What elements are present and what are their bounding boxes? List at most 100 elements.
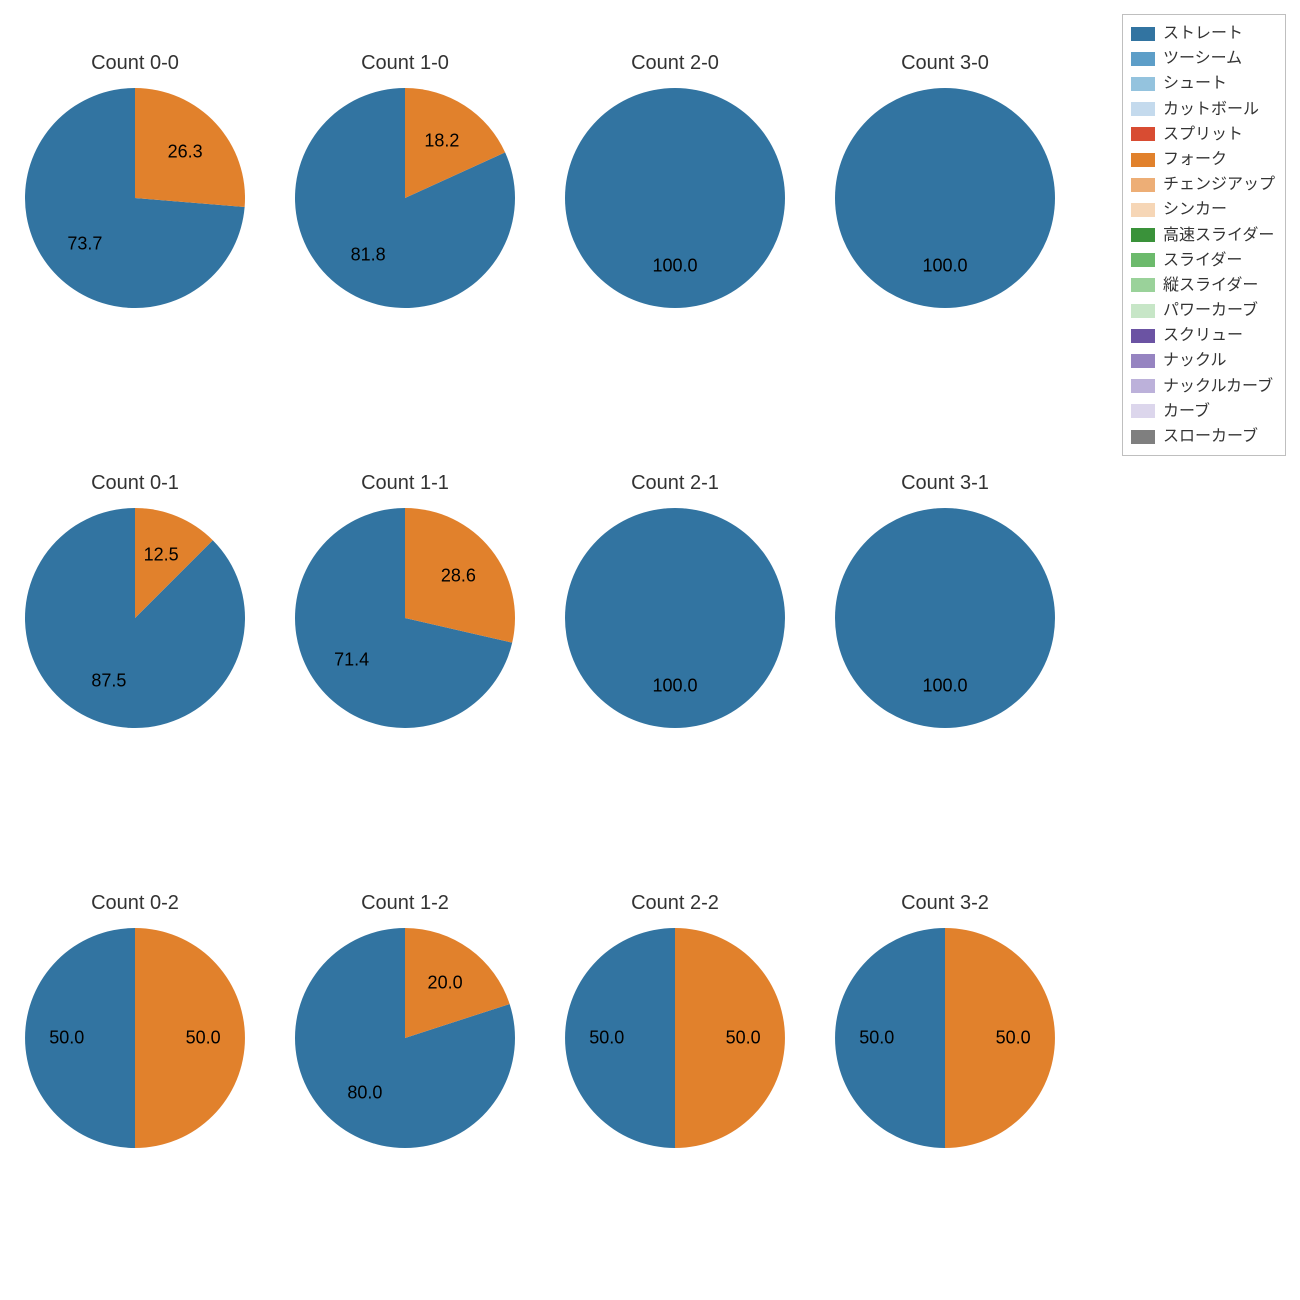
legend-item: カーブ (1131, 399, 1275, 424)
legend-item: フォーク (1131, 147, 1275, 172)
legend-swatch (1131, 102, 1155, 116)
pie-wrap: 73.7 26.3 (25, 88, 245, 308)
legend-label: ナックル (1163, 349, 1227, 372)
legend-swatch (1131, 404, 1155, 418)
legend-swatch (1131, 379, 1155, 393)
legend-swatch (1131, 178, 1155, 192)
legend-label: シュート (1163, 72, 1227, 95)
pie-pct-label: 71.4 (334, 650, 369, 671)
pie-chart: Count 1-0 81.8 18.2 (270, 0, 540, 420)
legend-item: パワーカーブ (1131, 298, 1275, 323)
legend-item: ツーシーム (1131, 46, 1275, 71)
pie-svg (295, 508, 515, 728)
pie-wrap: 100.0 (835, 508, 1055, 728)
pie-chart: Count 0-1 87.512.5 (0, 420, 270, 840)
pie-pct-label: 50.0 (589, 1028, 624, 1049)
legend-label: シンカー (1163, 198, 1227, 221)
legend-item: 高速スライダー (1131, 223, 1275, 248)
pie-wrap: 100.0 (565, 508, 785, 728)
pie-wrap: 50.0 50.0 (565, 928, 785, 1148)
pie-chart: Count 1-1 71.4 28.6 (270, 420, 540, 840)
legend-item: スローカーブ (1131, 424, 1275, 449)
legend-swatch (1131, 127, 1155, 141)
pie-chart: Count 3-1 100.0 (810, 420, 1080, 840)
chart-title: Count 0-0 (0, 52, 270, 75)
legend-swatch (1131, 354, 1155, 368)
legend-label: スローカーブ (1163, 425, 1258, 448)
legend-item: ストレート (1131, 21, 1275, 46)
chart-title: Count 3-2 (810, 892, 1080, 915)
pie-pct-label: 50.0 (726, 1028, 761, 1049)
pie-chart: Count 3-0 100.0 (810, 0, 1080, 420)
legend-item: シュート (1131, 71, 1275, 96)
legend-swatch (1131, 278, 1155, 292)
pie-wrap: 100.0 (835, 88, 1055, 308)
legend-item: チェンジアップ (1131, 172, 1275, 197)
legend-label: フォーク (1163, 148, 1227, 171)
pie-chart: Count 3-2 50.0 50.0 (810, 840, 1080, 1260)
legend-label: スクリュー (1163, 324, 1243, 347)
pie-svg (25, 508, 245, 728)
pie-pct-label: 50.0 (996, 1028, 1031, 1049)
legend-swatch (1131, 304, 1155, 318)
legend-swatch (1131, 203, 1155, 217)
chart-title: Count 3-1 (810, 472, 1080, 495)
pie-chart: Count 1-2 80.0 20.0 (270, 840, 540, 1260)
pie-pct-label: 100.0 (652, 256, 697, 277)
legend-swatch (1131, 27, 1155, 41)
legend-item: スライダー (1131, 248, 1275, 273)
pie-pct-label: 50.0 (859, 1028, 894, 1049)
chart-title: Count 1-0 (270, 52, 540, 75)
legend-label: カットボール (1163, 98, 1259, 121)
pie-pct-label: 50.0 (186, 1028, 221, 1049)
legend-item: スプリット (1131, 122, 1275, 147)
chart-title: Count 0-1 (0, 472, 270, 495)
legend-item: シンカー (1131, 197, 1275, 222)
legend-label: 高速スライダー (1163, 224, 1274, 247)
pie-pct-label: 20.0 (428, 972, 463, 993)
chart-title: Count 2-1 (540, 472, 810, 495)
legend-label: カーブ (1163, 400, 1210, 423)
legend-swatch (1131, 329, 1155, 343)
pie-svg (25, 88, 245, 308)
pie-chart: Count 2-2 50.0 50.0 (540, 840, 810, 1260)
legend-label: ナックルカーブ (1163, 375, 1273, 398)
chart-title: Count 1-1 (270, 472, 540, 495)
chart-title: Count 2-2 (540, 892, 810, 915)
pie-chart: Count 0-2 50.0 50.0 (0, 840, 270, 1260)
legend: ストレートツーシームシュートカットボールスプリットフォークチェンジアップシンカー… (1122, 14, 1286, 456)
legend-swatch (1131, 228, 1155, 242)
pie-pct-label: 100.0 (652, 676, 697, 697)
pie-pct-label: 50.0 (49, 1028, 84, 1049)
pie-wrap: 87.512.5 (25, 508, 245, 728)
chart-title: Count 0-2 (0, 892, 270, 915)
legend-item: ナックルカーブ (1131, 374, 1275, 399)
pie-pct-label: 80.0 (347, 1083, 382, 1104)
legend-swatch (1131, 77, 1155, 91)
pie-svg (295, 88, 515, 308)
legend-label: 縦スライダー (1163, 274, 1258, 297)
chart-title: Count 3-0 (810, 52, 1080, 75)
legend-label: スライダー (1163, 249, 1242, 272)
pie-pct-label: 100.0 (922, 676, 967, 697)
legend-label: スプリット (1163, 123, 1243, 146)
pie-wrap: 50.0 50.0 (25, 928, 245, 1148)
chart-title: Count 1-2 (270, 892, 540, 915)
legend-label: パワーカーブ (1163, 299, 1258, 322)
pie-pct-label: 100.0 (922, 256, 967, 277)
legend-label: ストレート (1163, 22, 1243, 45)
pie-grid: Count 0-073.726.3Count 1-081.818.2Count … (0, 0, 1080, 1300)
pie-pct-label: 26.3 (168, 141, 203, 162)
pie-pct-label: 28.6 (441, 565, 476, 586)
pie-pct-label: 18.2 (424, 130, 459, 151)
pie-svg (295, 928, 515, 1148)
pie-pct-label: 73.7 (67, 234, 102, 255)
pie-pct-label: 81.8 (351, 245, 386, 266)
legend-item: ナックル (1131, 348, 1275, 373)
legend-swatch (1131, 52, 1155, 66)
pie-wrap: 71.4 28.6 (295, 508, 515, 728)
chart-title: Count 2-0 (540, 52, 810, 75)
legend-item: スクリュー (1131, 323, 1275, 348)
pie-pct-label: 12.5 (144, 544, 179, 565)
legend-item: カットボール (1131, 97, 1275, 122)
